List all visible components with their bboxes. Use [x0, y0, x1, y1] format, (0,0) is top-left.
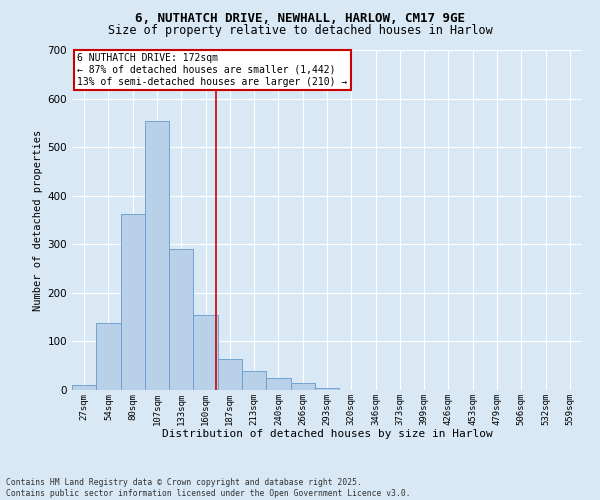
- X-axis label: Distribution of detached houses by size in Harlow: Distribution of detached houses by size …: [161, 429, 493, 439]
- Bar: [193, 314, 218, 390]
- Text: Size of property relative to detached houses in Harlow: Size of property relative to detached ho…: [107, 24, 493, 37]
- Bar: [72, 385, 96, 390]
- Y-axis label: Number of detached properties: Number of detached properties: [34, 130, 43, 310]
- Bar: [96, 324, 121, 390]
- Bar: [145, 122, 169, 390]
- Bar: [169, 249, 193, 390]
- Bar: [121, 214, 145, 390]
- Bar: [290, 382, 315, 390]
- Bar: [242, 370, 266, 390]
- Text: Contains HM Land Registry data © Crown copyright and database right 2025.
Contai: Contains HM Land Registry data © Crown c…: [6, 478, 410, 498]
- Bar: [266, 378, 290, 390]
- Bar: [218, 360, 242, 390]
- Bar: [315, 388, 339, 390]
- Text: 6 NUTHATCH DRIVE: 172sqm
← 87% of detached houses are smaller (1,442)
13% of sem: 6 NUTHATCH DRIVE: 172sqm ← 87% of detach…: [77, 54, 347, 86]
- Text: 6, NUTHATCH DRIVE, NEWHALL, HARLOW, CM17 9GE: 6, NUTHATCH DRIVE, NEWHALL, HARLOW, CM17…: [135, 12, 465, 26]
